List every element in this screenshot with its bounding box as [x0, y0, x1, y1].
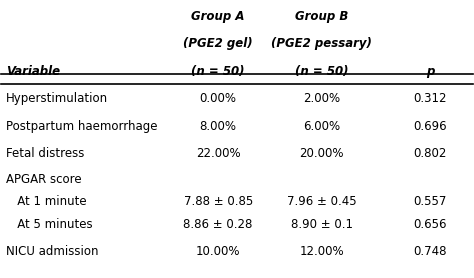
Text: 10.00%: 10.00%	[196, 245, 240, 258]
Text: Variable: Variable	[6, 65, 60, 78]
Text: Group A: Group A	[191, 10, 245, 23]
Text: 8.00%: 8.00%	[200, 120, 237, 133]
Text: Hyperstimulation: Hyperstimulation	[6, 92, 108, 105]
Text: 8.90 ± 0.1: 8.90 ± 0.1	[291, 218, 353, 231]
Text: 0.312: 0.312	[413, 92, 447, 105]
Text: At 5 minutes: At 5 minutes	[6, 218, 93, 231]
Text: 7.96 ± 0.45: 7.96 ± 0.45	[287, 195, 356, 208]
Text: (n = 50): (n = 50)	[191, 65, 245, 78]
Text: 0.00%: 0.00%	[200, 92, 237, 105]
Text: 0.656: 0.656	[413, 218, 447, 231]
Text: 22.00%: 22.00%	[196, 147, 240, 160]
Text: (PGE2 gel): (PGE2 gel)	[183, 37, 253, 50]
Text: Group B: Group B	[295, 10, 348, 23]
Text: 8.86 ± 0.28: 8.86 ± 0.28	[183, 218, 253, 231]
Text: At 1 minute: At 1 minute	[6, 195, 87, 208]
Text: 0.557: 0.557	[413, 195, 447, 208]
Text: Postpartum haemorrhage: Postpartum haemorrhage	[6, 120, 157, 133]
Text: 2.00%: 2.00%	[303, 92, 340, 105]
Text: (PGE2 pessary): (PGE2 pessary)	[272, 37, 372, 50]
Text: 20.00%: 20.00%	[300, 147, 344, 160]
Text: APGAR score: APGAR score	[6, 173, 82, 186]
Text: 7.88 ± 0.85: 7.88 ± 0.85	[183, 195, 253, 208]
Text: p: p	[426, 65, 434, 78]
Text: NICU admission: NICU admission	[6, 245, 99, 258]
Text: 0.802: 0.802	[413, 147, 447, 160]
Text: 0.748: 0.748	[413, 245, 447, 258]
Text: (n = 50): (n = 50)	[295, 65, 348, 78]
Text: 0.696: 0.696	[413, 120, 447, 133]
Text: 12.00%: 12.00%	[300, 245, 344, 258]
Text: Fetal distress: Fetal distress	[6, 147, 84, 160]
Text: 6.00%: 6.00%	[303, 120, 340, 133]
